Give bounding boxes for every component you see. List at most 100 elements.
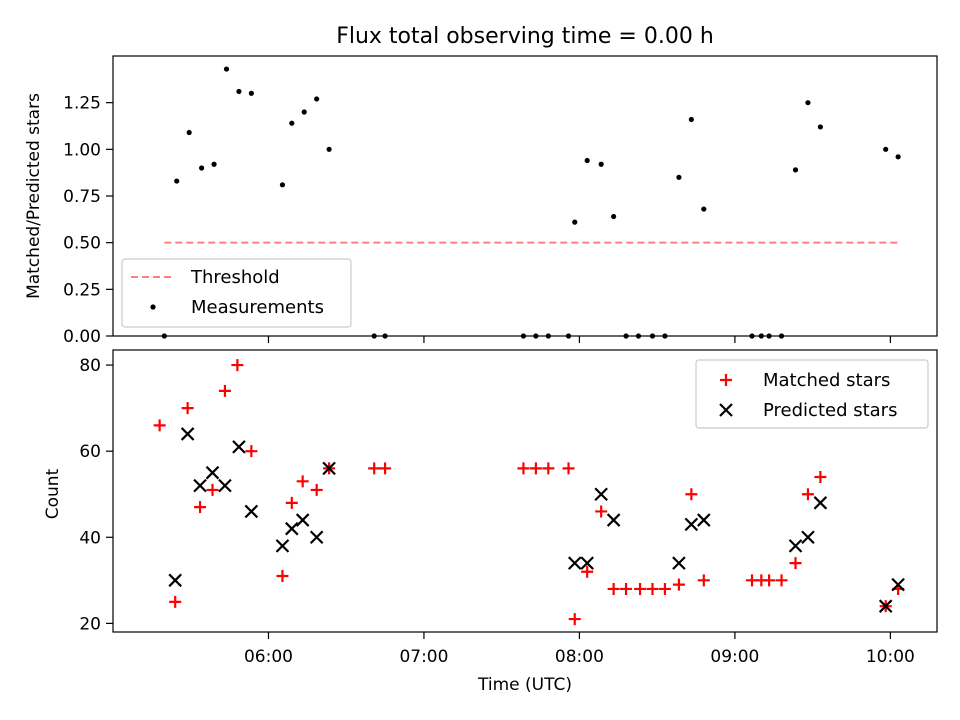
bottom-y-ticks: 20 40 60 80 [79, 356, 113, 634]
threshold-legend-label: Threshold [190, 267, 280, 288]
measurement-point [174, 178, 180, 184]
matched-point [672, 578, 685, 591]
bottom-x-tick-label: 06:00 [244, 647, 293, 667]
bottom-x-axis-label: Time (UTC) [477, 675, 572, 695]
matched-point [542, 462, 555, 475]
predicted-point [788, 539, 803, 553]
predicted-point [322, 461, 336, 476]
predicted-point [180, 427, 195, 441]
matched-point [646, 582, 659, 595]
measurements-legend-swatch [150, 304, 156, 310]
measurement-point [676, 174, 682, 180]
bottom-legend-box [695, 359, 929, 429]
matched-point [517, 462, 530, 475]
top-y-tick-label: 1.25 [63, 94, 101, 114]
predicted-point [205, 465, 220, 480]
measurement-point [199, 165, 205, 171]
measurement-point [701, 206, 707, 212]
matched-point [620, 582, 633, 595]
matched-point [775, 574, 788, 587]
top-y-tick-label: 1.00 [63, 140, 101, 160]
bottom-marks [153, 359, 905, 626]
bottom-x-tick-label: 07:00 [399, 647, 448, 667]
measurement-point [611, 213, 617, 220]
matched-point [169, 595, 182, 608]
matched-legend-label: Matched stars [763, 370, 890, 391]
predicted-point [168, 573, 182, 588]
predicted-point [232, 440, 246, 454]
predicted-legend-swatch [719, 403, 733, 417]
measurement-point [598, 161, 604, 167]
matched-point [379, 462, 392, 475]
matched-point [529, 462, 542, 475]
matched-point [568, 613, 581, 626]
matched-point [607, 582, 620, 595]
bottom-y-tick-label: 60 [79, 442, 101, 462]
bottom-plot-frame [112, 349, 938, 633]
predicted-point [606, 513, 621, 527]
measurement-point [211, 161, 217, 167]
top-y-tick-label: 0.00 [63, 327, 101, 347]
predicted-point [891, 577, 905, 592]
measurement-point [805, 100, 811, 106]
measurement-point [572, 219, 578, 225]
matched-point [218, 384, 231, 397]
matched-point [634, 582, 647, 595]
matched-point [801, 488, 814, 501]
measurement-point [792, 167, 799, 173]
predicted-point [309, 530, 324, 545]
top-panel: Flux total observing time = 0.00 h 0.00 0… [24, 24, 938, 347]
matched-point [697, 574, 710, 587]
matched-point [581, 565, 594, 578]
bottom-x-tick-label: 09:00 [710, 647, 759, 667]
matched-point [310, 483, 323, 496]
top-legend: Threshold Measurements [121, 258, 352, 328]
matched-point [595, 505, 608, 518]
predicted-point [580, 556, 594, 570]
measurement-point [223, 66, 230, 72]
predicted-point [878, 599, 893, 613]
measurement-point [279, 182, 286, 188]
measurement-point [301, 109, 307, 115]
predicted-point [193, 478, 207, 493]
predicted-point [295, 513, 310, 527]
bottom-y-tick-label: 80 [79, 356, 101, 376]
top-x-ticks [267, 336, 891, 343]
predicted-point [672, 556, 686, 570]
matched-point [194, 501, 207, 514]
matched-point [814, 471, 827, 484]
top-title: Flux total observing time = 0.00 h [336, 24, 714, 49]
matched-point [685, 488, 698, 501]
bottom-panel: 20 40 60 80 06:00 07:00 08:00 09:00 10:00 Count… [43, 349, 938, 695]
top-y-axis-label: Matched/Predicted stars [24, 93, 44, 299]
predicted-point [813, 496, 828, 510]
predicted-point [244, 504, 259, 519]
measurement-point [688, 116, 694, 123]
top-y-tick-label: 0.50 [63, 234, 101, 254]
measurement-point [326, 146, 332, 152]
measurement-point [186, 129, 192, 136]
measurement-point [584, 157, 590, 164]
measurement-point [883, 146, 889, 152]
matched-point [285, 496, 298, 509]
matched-point [153, 419, 166, 432]
matched-point [231, 359, 244, 372]
predicted-point [567, 556, 582, 570]
measurement-point [289, 120, 295, 126]
measurement-point [895, 154, 901, 160]
bottom-y-tick-label: 40 [79, 528, 101, 548]
matched-point [181, 402, 194, 415]
bottom-x-ticks: 06:00 07:00 08:00 09:00 10:00 [244, 632, 915, 667]
bottom-x-tick-label: 10:00 [866, 647, 915, 667]
predicted-point [684, 517, 699, 532]
top-y-tick-label: 0.75 [63, 187, 101, 207]
matched-point [789, 557, 802, 570]
top-legend-box [121, 258, 352, 328]
measurement-point [248, 90, 254, 96]
predicted-point [285, 521, 299, 536]
predicted-point [801, 530, 815, 545]
matched-point [368, 462, 381, 475]
matched-point [245, 445, 258, 458]
predicted-point [218, 478, 232, 493]
